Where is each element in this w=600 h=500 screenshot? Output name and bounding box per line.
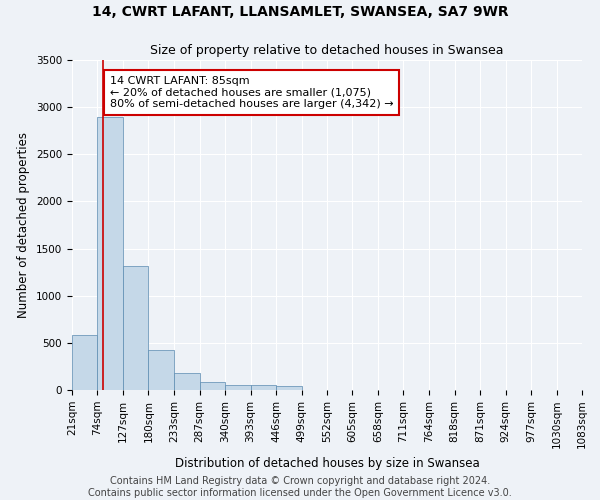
Bar bbox=[97, 116, 123, 390]
Bar bbox=[251, 386, 276, 390]
Text: 14 CWRT LAFANT: 85sqm
← 20% of detached houses are smaller (1,075)
80% of semi-d: 14 CWRT LAFANT: 85sqm ← 20% of detached … bbox=[110, 76, 394, 109]
Bar bbox=[148, 350, 174, 390]
Bar bbox=[72, 336, 97, 390]
Title: Size of property relative to detached houses in Swansea: Size of property relative to detached ho… bbox=[150, 44, 504, 58]
Y-axis label: Number of detached properties: Number of detached properties bbox=[17, 132, 31, 318]
Text: Contains HM Land Registry data © Crown copyright and database right 2024.
Contai: Contains HM Land Registry data © Crown c… bbox=[88, 476, 512, 498]
Bar bbox=[123, 266, 148, 390]
Text: 14, CWRT LAFANT, LLANSAMLET, SWANSEA, SA7 9WR: 14, CWRT LAFANT, LLANSAMLET, SWANSEA, SA… bbox=[92, 5, 508, 19]
Bar bbox=[174, 372, 200, 390]
X-axis label: Distribution of detached houses by size in Swansea: Distribution of detached houses by size … bbox=[175, 456, 479, 469]
Bar bbox=[276, 386, 302, 390]
Bar bbox=[225, 385, 251, 390]
Bar bbox=[200, 382, 225, 390]
